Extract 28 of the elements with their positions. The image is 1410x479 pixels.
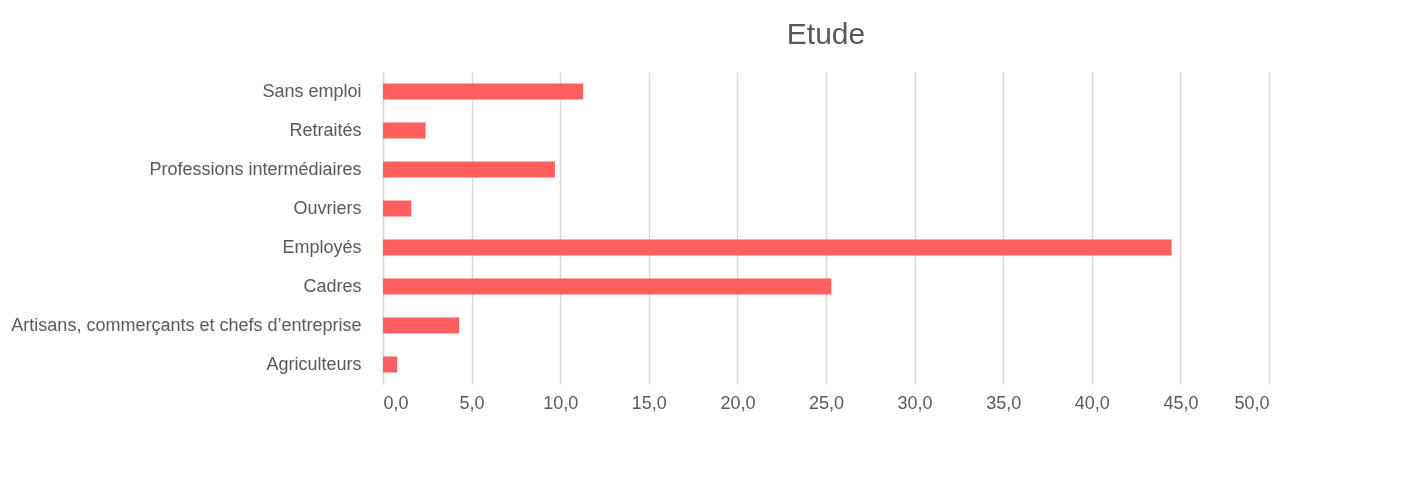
x-tick-label: 50,0 (1234, 392, 1270, 413)
x-tick-label: 20,0 (720, 392, 756, 413)
y-tick-label: Cadres (303, 275, 362, 296)
x-tick-label: 15,0 (631, 392, 667, 413)
y-tick-label: Sans emploi (262, 80, 362, 101)
bar (383, 83, 584, 100)
y-tick-label: Agriculteurs (266, 353, 362, 374)
bar (383, 239, 1172, 256)
bar (383, 317, 460, 334)
y-tick-label: Ouvriers (293, 197, 362, 218)
y-tick-label: Artisans, commerçants et chefs d’entreprise (11, 314, 362, 335)
x-tick-label: 25,0 (808, 392, 845, 413)
bar (383, 278, 832, 295)
y-tick-label: Retraités (289, 119, 362, 140)
bar (383, 356, 398, 373)
x-tick-label: 45,0 (1163, 392, 1199, 413)
x-tick-label: 0,0 (383, 392, 409, 413)
bar (383, 200, 412, 217)
chart-title: Etude (786, 17, 866, 50)
x-tick-label: 5,0 (459, 392, 485, 413)
y-tick-label: Employés (282, 236, 362, 257)
x-tick-label: 35,0 (986, 392, 1022, 413)
bar (383, 122, 426, 139)
x-tick-label: 30,0 (897, 392, 933, 413)
bar (383, 161, 555, 178)
x-tick-label: 10,0 (543, 392, 579, 413)
x-tick-label: 40,0 (1074, 392, 1110, 413)
y-tick-label: Professions intermédiaires (149, 158, 362, 179)
